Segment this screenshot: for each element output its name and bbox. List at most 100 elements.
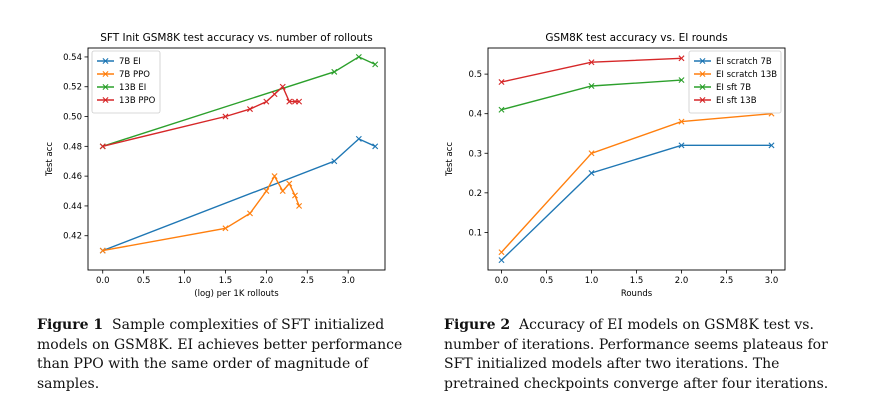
figure-2-caption: Figure 2 Accuracy of EI models on GSM8K … bbox=[444, 316, 839, 394]
data-point-marker bbox=[678, 142, 685, 149]
y-tick-label: 0.48 bbox=[63, 142, 82, 152]
legend-label: 7B EI bbox=[119, 57, 141, 67]
legend-label: EI scratch 13B bbox=[716, 70, 777, 80]
data-point-marker bbox=[498, 106, 505, 113]
legend-swatch-marker bbox=[102, 71, 109, 77]
data-point-marker bbox=[279, 83, 286, 90]
legend-swatch-marker bbox=[102, 97, 109, 103]
data-point-marker bbox=[222, 225, 229, 232]
legend-label: EI sft 7B bbox=[716, 83, 751, 93]
data-point-marker bbox=[588, 150, 595, 157]
legend-box bbox=[91, 50, 161, 114]
x-tick-label: 1.0 bbox=[178, 276, 192, 286]
data-point-marker bbox=[286, 180, 293, 187]
chart-title: GSM8K test accuracy vs. EI rounds bbox=[545, 32, 727, 44]
data-point-marker bbox=[372, 143, 379, 150]
data-point-marker bbox=[296, 202, 303, 209]
data-point-marker bbox=[588, 59, 595, 66]
legend-swatch-marker bbox=[699, 58, 706, 64]
legend-swatch-marker bbox=[102, 84, 109, 90]
y-axis-label: Test acc bbox=[45, 142, 55, 177]
figure-2-text: Accuracy of EI models on GSM8K test vs. … bbox=[444, 317, 829, 392]
x-tick-label: 2.0 bbox=[260, 276, 274, 286]
data-point-marker bbox=[247, 210, 253, 217]
y-tick-label: 0.44 bbox=[63, 202, 82, 212]
data-point-marker bbox=[355, 53, 362, 60]
data-point-marker bbox=[271, 91, 278, 98]
data-point-marker bbox=[99, 247, 106, 254]
y-axis-label: Test acc bbox=[445, 142, 455, 177]
y-tick-label: 0.1 bbox=[468, 228, 482, 238]
data-point-marker bbox=[678, 77, 685, 84]
data-point-marker bbox=[498, 249, 505, 256]
x-tick-label: 0.0 bbox=[96, 276, 110, 286]
x-tick-label: 0.5 bbox=[540, 276, 554, 286]
chart-ei-rounds: GSM8K test accuracy vs. EI rounds 0.0 0.5 1… bbox=[445, 32, 786, 299]
data-point-marker bbox=[292, 192, 298, 199]
data-point-marker bbox=[247, 106, 253, 113]
legend-label: EI sft 13B bbox=[716, 96, 757, 106]
data-point-marker bbox=[263, 98, 270, 105]
series-line bbox=[102, 138, 376, 252]
data-point-marker bbox=[372, 61, 379, 68]
x-tick-label: 1.5 bbox=[630, 276, 644, 286]
plot-area-frame bbox=[87, 47, 386, 271]
legend-swatch-marker bbox=[699, 84, 706, 90]
data-point-marker bbox=[331, 158, 338, 165]
y-tick-label: 0.42 bbox=[63, 232, 82, 242]
x-tick-label: 2.0 bbox=[675, 276, 689, 286]
legend-label: EI scratch 7B bbox=[716, 57, 772, 67]
data-point-marker bbox=[588, 83, 595, 89]
data-point-marker bbox=[678, 118, 685, 125]
y-tick-label: 0.2 bbox=[468, 189, 482, 199]
data-point-marker bbox=[678, 55, 685, 62]
x-axis-label: Rounds bbox=[621, 289, 653, 299]
data-point-marker bbox=[768, 142, 775, 149]
data-point-marker bbox=[279, 188, 286, 195]
legend-box bbox=[688, 50, 782, 114]
plot-area-frame bbox=[487, 47, 786, 271]
y-tick-label: 0.52 bbox=[63, 83, 82, 93]
x-tick-label: 1.0 bbox=[585, 276, 599, 286]
data-point-marker bbox=[498, 79, 505, 86]
figure-2-label: Figure 2 bbox=[444, 317, 511, 333]
x-axis-label: (log) per 1K rollouts bbox=[194, 289, 279, 299]
data-point-marker bbox=[286, 98, 293, 105]
y-tick-label: 0.54 bbox=[63, 53, 82, 63]
y-tick-label: 0.4 bbox=[468, 110, 482, 120]
chart-sft-init-rollouts: SFT Init GSM8K test accuracy vs. number … bbox=[45, 32, 386, 299]
x-tick-label: 2.5 bbox=[720, 276, 734, 286]
figure-1-caption: Figure 1 Sample complexities of SFT init… bbox=[37, 316, 415, 394]
x-tick-label: 0.5 bbox=[137, 276, 151, 286]
legend-label: 13B PPO bbox=[119, 96, 156, 106]
data-point-marker bbox=[296, 98, 303, 105]
data-point-marker bbox=[222, 113, 229, 120]
x-tick-label: 3.0 bbox=[765, 276, 779, 286]
legend-swatch-marker bbox=[699, 71, 706, 77]
data-point-marker bbox=[588, 170, 595, 177]
legend: EI scratch 7B EI scratch 13B EI sft 7B EI s… bbox=[688, 50, 782, 114]
series-line bbox=[500, 113, 772, 253]
data-point-marker bbox=[498, 257, 505, 264]
y-tick-label: 0.46 bbox=[63, 172, 82, 182]
data-point-marker bbox=[271, 173, 278, 180]
legend-label: 13B EI bbox=[119, 83, 146, 93]
series-line bbox=[102, 56, 376, 147]
chart-title: SFT Init GSM8K test accuracy vs. number … bbox=[100, 32, 373, 44]
figure-1-text: Sample complexities of SFT initialized m… bbox=[37, 317, 403, 392]
legend-swatch-marker bbox=[102, 58, 109, 64]
legend-label: 7B PPO bbox=[119, 70, 150, 80]
y-tick-label: 0.3 bbox=[468, 149, 482, 159]
x-tick-label: 2.5 bbox=[301, 276, 315, 286]
y-tick-label: 0.5 bbox=[468, 70, 482, 80]
data-point-marker bbox=[263, 188, 270, 195]
y-tick-label: 0.50 bbox=[63, 113, 82, 123]
data-point-marker bbox=[99, 143, 106, 150]
x-tick-label: 1.5 bbox=[219, 276, 233, 286]
data-point-marker bbox=[331, 68, 338, 75]
figure-1-label: Figure 1 bbox=[37, 317, 104, 333]
series-line bbox=[501, 144, 772, 261]
x-tick-label: 0.0 bbox=[495, 276, 509, 286]
legend: 7B EI 7B PPO 13B EI 13B PPO bbox=[91, 50, 161, 114]
series-line bbox=[501, 79, 682, 111]
